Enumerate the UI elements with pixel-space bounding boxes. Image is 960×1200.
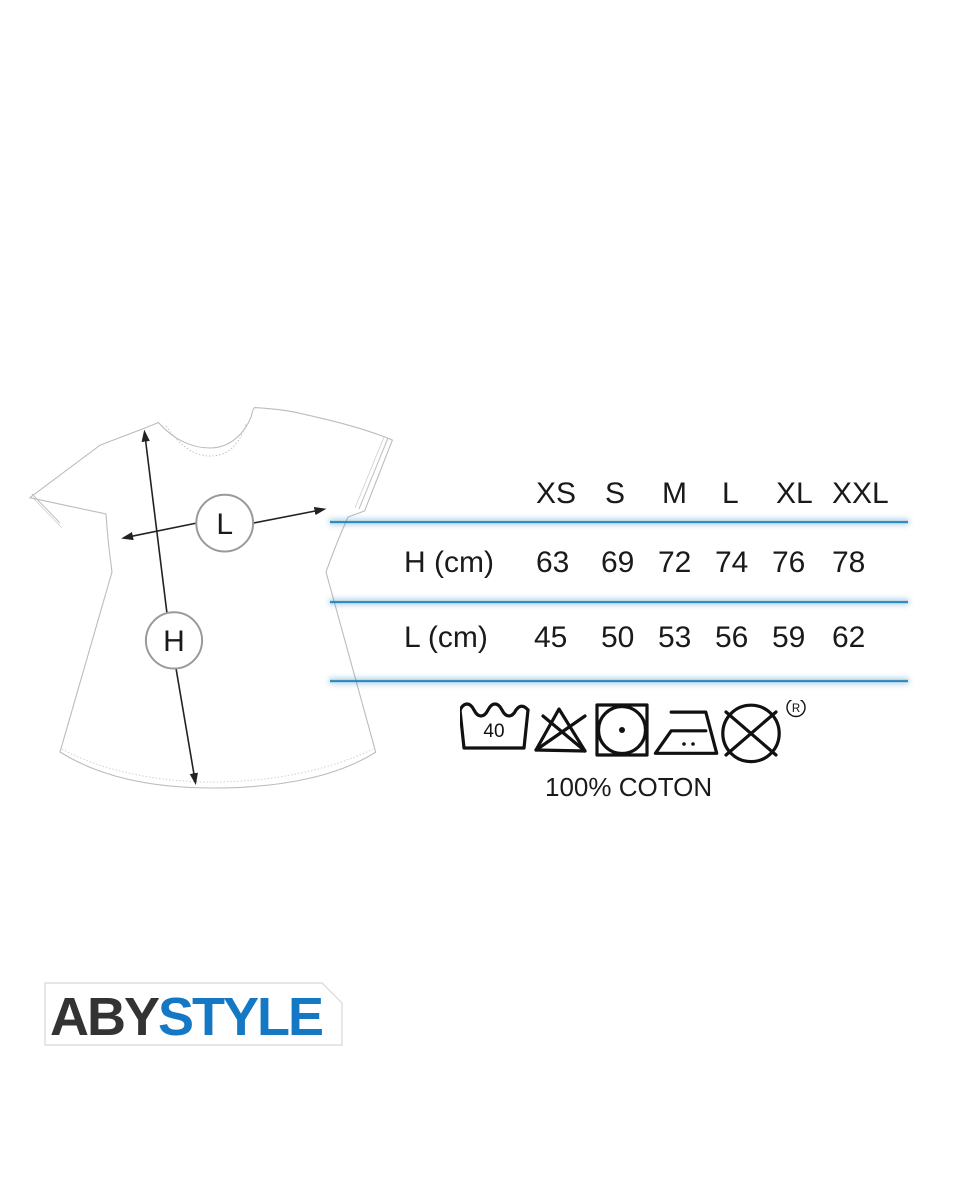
svg-text:R: R (792, 703, 800, 715)
svg-text:40: 40 (483, 721, 504, 742)
